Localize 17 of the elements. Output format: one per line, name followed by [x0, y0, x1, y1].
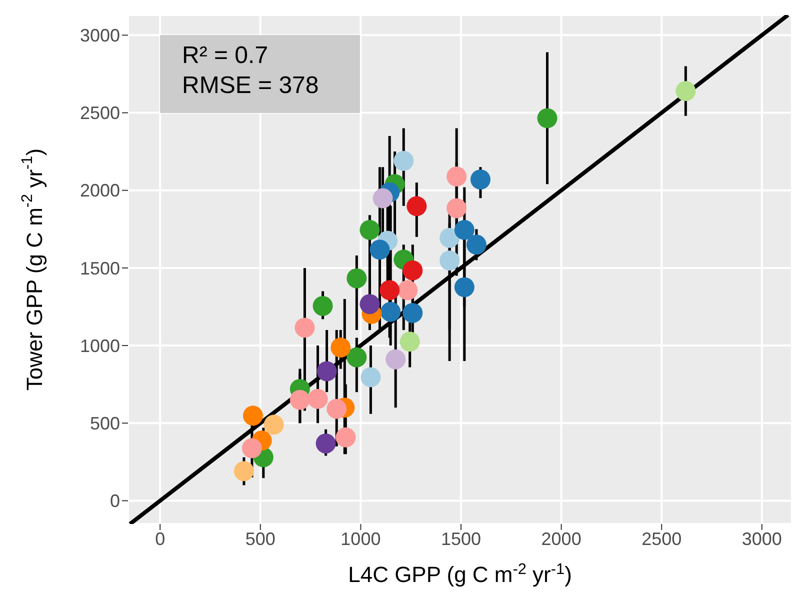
y-tick-label: 2000	[80, 180, 120, 201]
x-tick-label: 2500	[642, 528, 682, 549]
x-tick-label: 1500	[440, 528, 482, 549]
x-tick-label: 2000	[541, 528, 582, 549]
x-tick-label: 500	[245, 528, 276, 549]
y-tick-label: 1000	[80, 336, 120, 356]
annotation: RMSE = 378	[182, 71, 320, 101]
y-tick-label: 3000	[80, 26, 120, 46]
y-tick-label: 1500	[80, 258, 120, 278]
annotation: R² = 0.7	[182, 41, 270, 71]
y-tick-label: 2500	[80, 103, 120, 124]
x-tick-label: 1000	[340, 528, 381, 549]
y-tick-label: 0	[110, 491, 120, 512]
x-axis-title: L4C GPP (g C m$^{-2}$ yr$^{-1}$)	[348, 560, 572, 587]
y-tick-label: 500	[90, 414, 120, 434]
x-tick-label: 0	[155, 528, 166, 549]
x-tick-label: 3000	[742, 528, 782, 549]
